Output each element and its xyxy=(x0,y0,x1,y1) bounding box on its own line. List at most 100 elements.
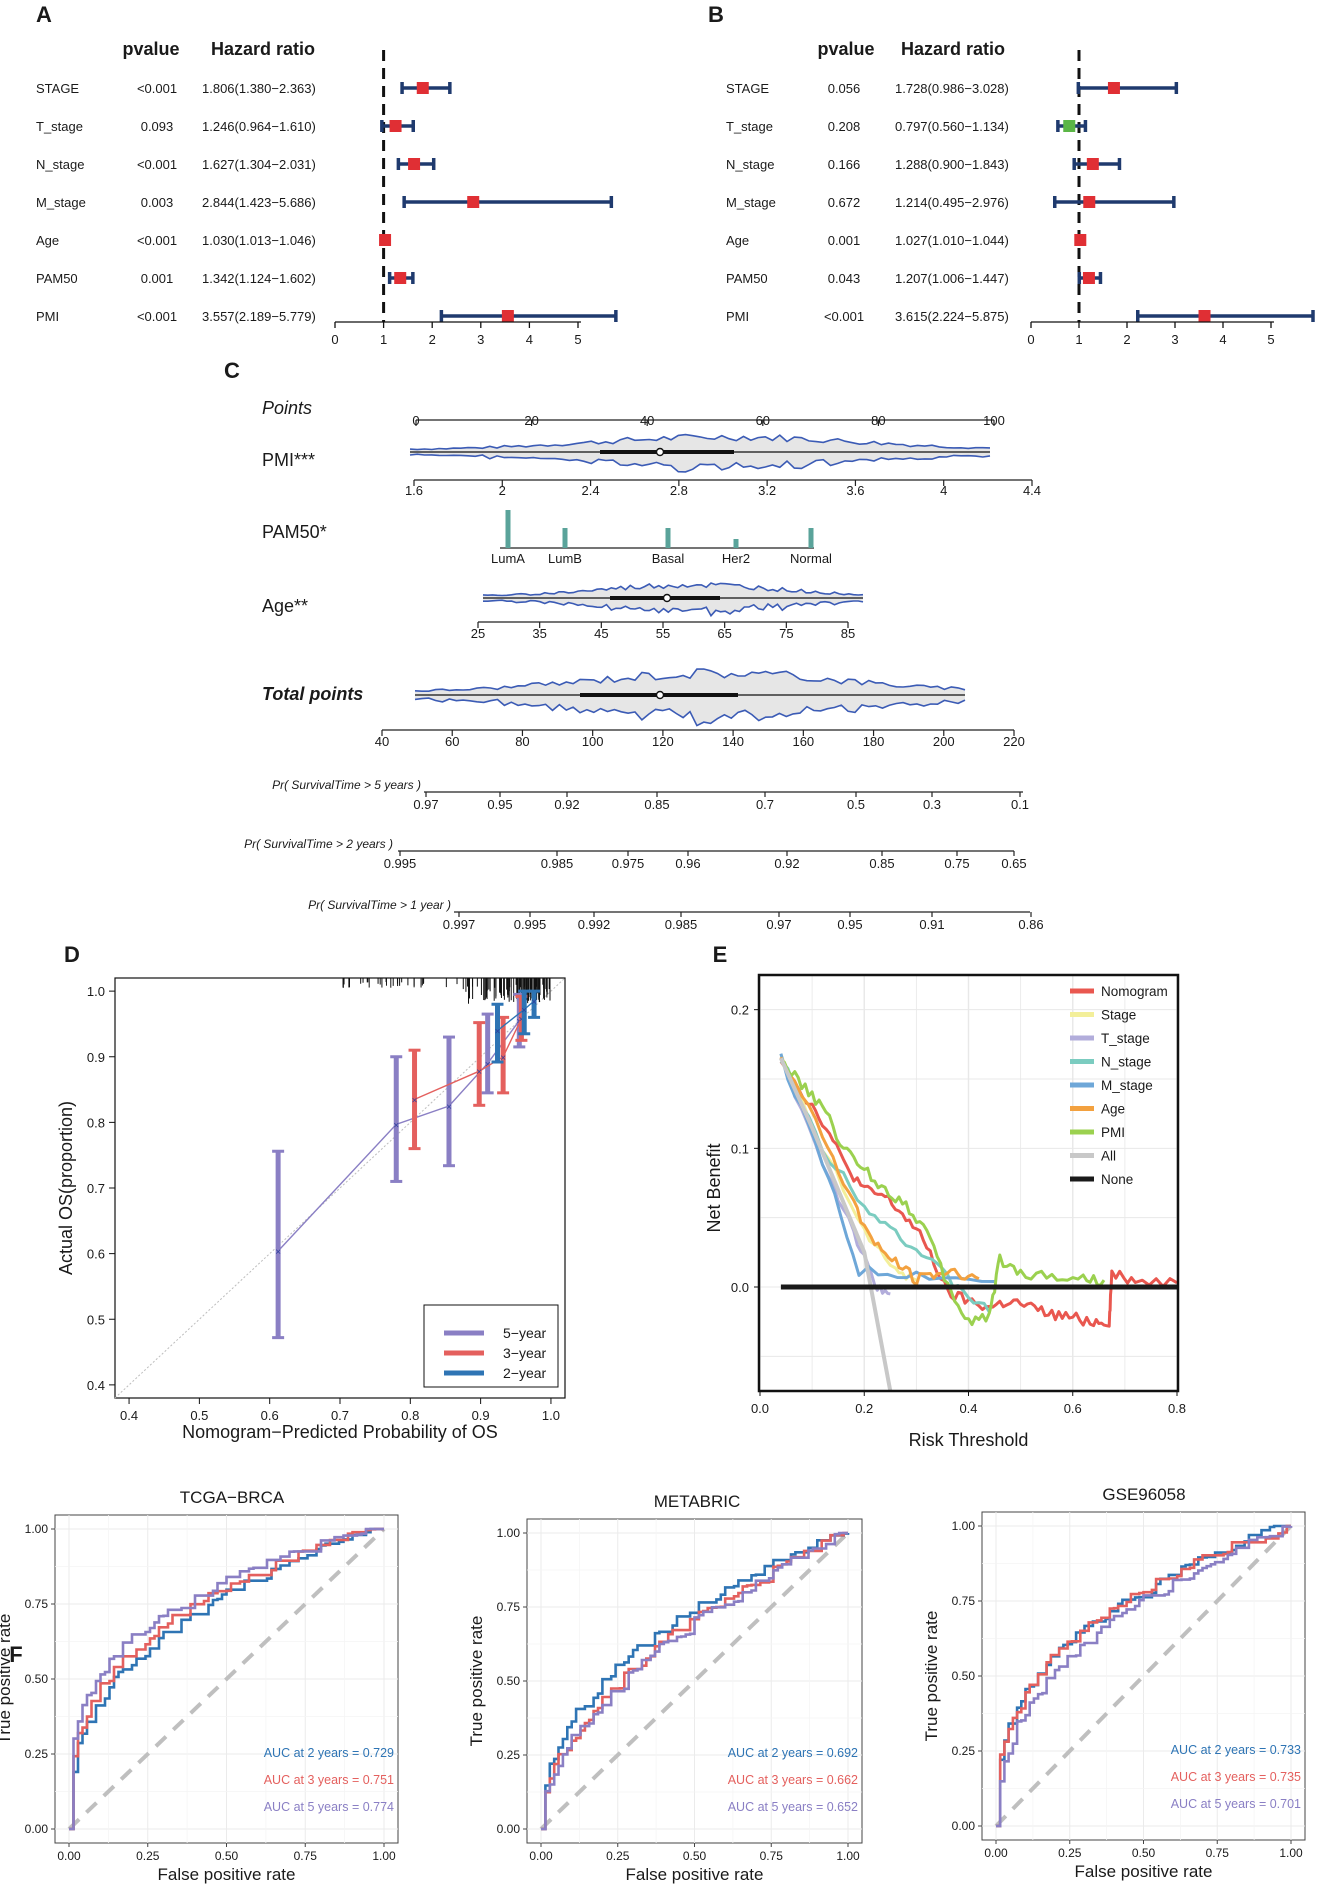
legend-label: M_stage xyxy=(1101,1078,1153,1093)
y-tick-label: 0.0 xyxy=(731,1280,749,1295)
pmi-tick-label: 1.6 xyxy=(405,483,423,498)
pmi-violin-edge xyxy=(409,433,991,451)
row-pvalue: 0.093 xyxy=(141,119,174,134)
row-name: STAGE xyxy=(36,81,79,96)
legend-label: 5−year xyxy=(503,1325,547,1341)
age-tick-label: 55 xyxy=(656,626,670,641)
y-tick-label: 0.00 xyxy=(497,1822,521,1836)
row-pvalue: <0.001 xyxy=(137,157,177,172)
row-hr-text: 1.214(0.495−2.976) xyxy=(895,195,1009,210)
roc-title: TCGA−BRCA xyxy=(180,1488,285,1507)
row-name: N_stage xyxy=(726,157,774,172)
hr-point xyxy=(1074,234,1087,246)
pam50-bar xyxy=(562,528,568,548)
roc-plot-3: AUC at 2 years = 0.733 AUC at 3 years = 0… xyxy=(922,1485,1306,1881)
surv2-tick-label: 0.975 xyxy=(612,856,645,871)
panel-label-C: C xyxy=(224,358,240,383)
x-axis-label: False positive rate xyxy=(1075,1862,1213,1881)
total-tick-label: 200 xyxy=(933,734,955,749)
x-tick-label: 0.75 xyxy=(1206,1846,1230,1860)
y-axis-label: Net Benefit xyxy=(704,1143,724,1232)
row-pvalue: 0.672 xyxy=(828,195,861,210)
surv1-tick-label: 0.985 xyxy=(665,917,698,932)
age-tick-label: 45 xyxy=(594,626,608,641)
x-tick-label: 1.00 xyxy=(372,1849,396,1863)
x-tick-label: 0.00 xyxy=(529,1849,553,1863)
y-tick-label: 0.25 xyxy=(952,1744,976,1758)
points-tick-label: 40 xyxy=(640,413,654,428)
hr-point xyxy=(394,272,407,284)
legend-label: T_stage xyxy=(1101,1031,1150,1046)
x-tick-label: 0.50 xyxy=(215,1849,239,1863)
row-name: Age xyxy=(36,233,59,248)
x-tick-label: 0.8 xyxy=(401,1408,419,1423)
row-hr-text: 1.288(0.900−1.843) xyxy=(895,157,1009,172)
hr-point xyxy=(467,196,480,208)
row-hr-text: 2.844(1.423−5.686) xyxy=(202,195,316,210)
x-axis-label: Nomogram−Predicted Probability of OS xyxy=(182,1422,498,1442)
y-tick-label: 0.00 xyxy=(25,1822,49,1836)
surv2-tick-label: 0.92 xyxy=(774,856,799,871)
calibration-point: × xyxy=(495,1027,501,1038)
calibration-line xyxy=(414,1018,523,1101)
chance-diagonal xyxy=(67,1527,386,1831)
row-pvalue: <0.001 xyxy=(137,309,177,324)
forest-plot-B: pvalue Hazard ratio STAGE 0.056 1.728(0.986−… xyxy=(726,39,1315,347)
y-tick-label: 1.00 xyxy=(497,1526,521,1540)
legend-label: None xyxy=(1101,1172,1133,1187)
row-pvalue: 0.208 xyxy=(828,119,861,134)
points-label: Points xyxy=(262,398,312,418)
surv1-tick-label: 0.86 xyxy=(1018,917,1043,932)
surv2-tick-label: 0.985 xyxy=(541,856,574,871)
surv2-tick-label: 0.85 xyxy=(869,856,894,871)
pmi-tick-label: 3.6 xyxy=(846,483,864,498)
pam50-bar xyxy=(808,528,814,548)
row-name: STAGE xyxy=(726,81,769,96)
row-pvalue: <0.001 xyxy=(824,309,864,324)
x-tick-label: 0.5 xyxy=(190,1408,208,1423)
total-tick-label: 180 xyxy=(863,734,885,749)
y-tick-label: 0.1 xyxy=(731,1141,749,1156)
row-pvalue: 0.166 xyxy=(828,157,861,172)
row-hr-text: 1.806(1.380−2.363) xyxy=(202,81,316,96)
calibration-point: × xyxy=(393,1120,399,1131)
points-tick-label: 60 xyxy=(756,413,770,428)
calibration-plot-D: ××××××××××××0.40.50.60.70.80.91.00.40.50… xyxy=(56,977,566,1442)
surv2-tick-label: 0.75 xyxy=(944,856,969,871)
x-tick-label: 0.00 xyxy=(984,1846,1008,1860)
surv1-tick-label: 0.997 xyxy=(443,917,476,932)
row-name: Age xyxy=(726,233,749,248)
y-tick-label: 1.0 xyxy=(87,984,105,999)
pam50-category: Her2 xyxy=(722,551,750,566)
y-tick-label: 0.00 xyxy=(952,1819,976,1833)
auc-annotation: AUC at 3 years = 0.735 xyxy=(1171,1770,1301,1784)
auc-annotation: AUC at 3 years = 0.662 xyxy=(728,1773,858,1787)
pmi-tick-label: 4 xyxy=(940,483,947,498)
x-tick-label: 3 xyxy=(1171,332,1178,347)
total-violin-edge xyxy=(414,668,966,692)
row-hr-text: 1.342(1.124−1.602) xyxy=(202,271,316,286)
row-hr-text: 1.027(1.010−1.044) xyxy=(895,233,1009,248)
surv5-label: Pr( SurvivalTime > 5 years ) xyxy=(272,778,421,792)
y-tick-label: 0.50 xyxy=(952,1669,976,1683)
roc-curve xyxy=(996,1525,1293,1828)
roc-curve xyxy=(541,1531,848,1831)
row-name: N_stage xyxy=(36,157,84,172)
row-pvalue: 0.003 xyxy=(141,195,174,210)
surv1-tick-label: 0.95 xyxy=(837,917,862,932)
legend-label: All xyxy=(1101,1149,1116,1164)
auc-annotation: AUC at 5 years = 0.774 xyxy=(264,1800,394,1814)
pam50-category: LumB xyxy=(548,551,582,566)
y-tick-label: 0.4 xyxy=(87,1378,105,1393)
y-tick-label: 0.7 xyxy=(87,1181,105,1196)
surv1-tick-label: 0.97 xyxy=(766,917,791,932)
surv5-tick-label: 0.3 xyxy=(923,797,941,812)
row-hr-text: 1.627(1.304−2.031) xyxy=(202,157,316,172)
age-violin-edge xyxy=(482,582,864,597)
hr-point xyxy=(389,120,402,132)
series-line-pmi xyxy=(780,1059,1106,1327)
pam50-category: LumA xyxy=(491,551,525,566)
row-name: M_stage xyxy=(36,195,86,210)
auc-annotation: AUC at 2 years = 0.733 xyxy=(1171,1743,1301,1757)
roc-title: GSE96058 xyxy=(1102,1485,1185,1504)
